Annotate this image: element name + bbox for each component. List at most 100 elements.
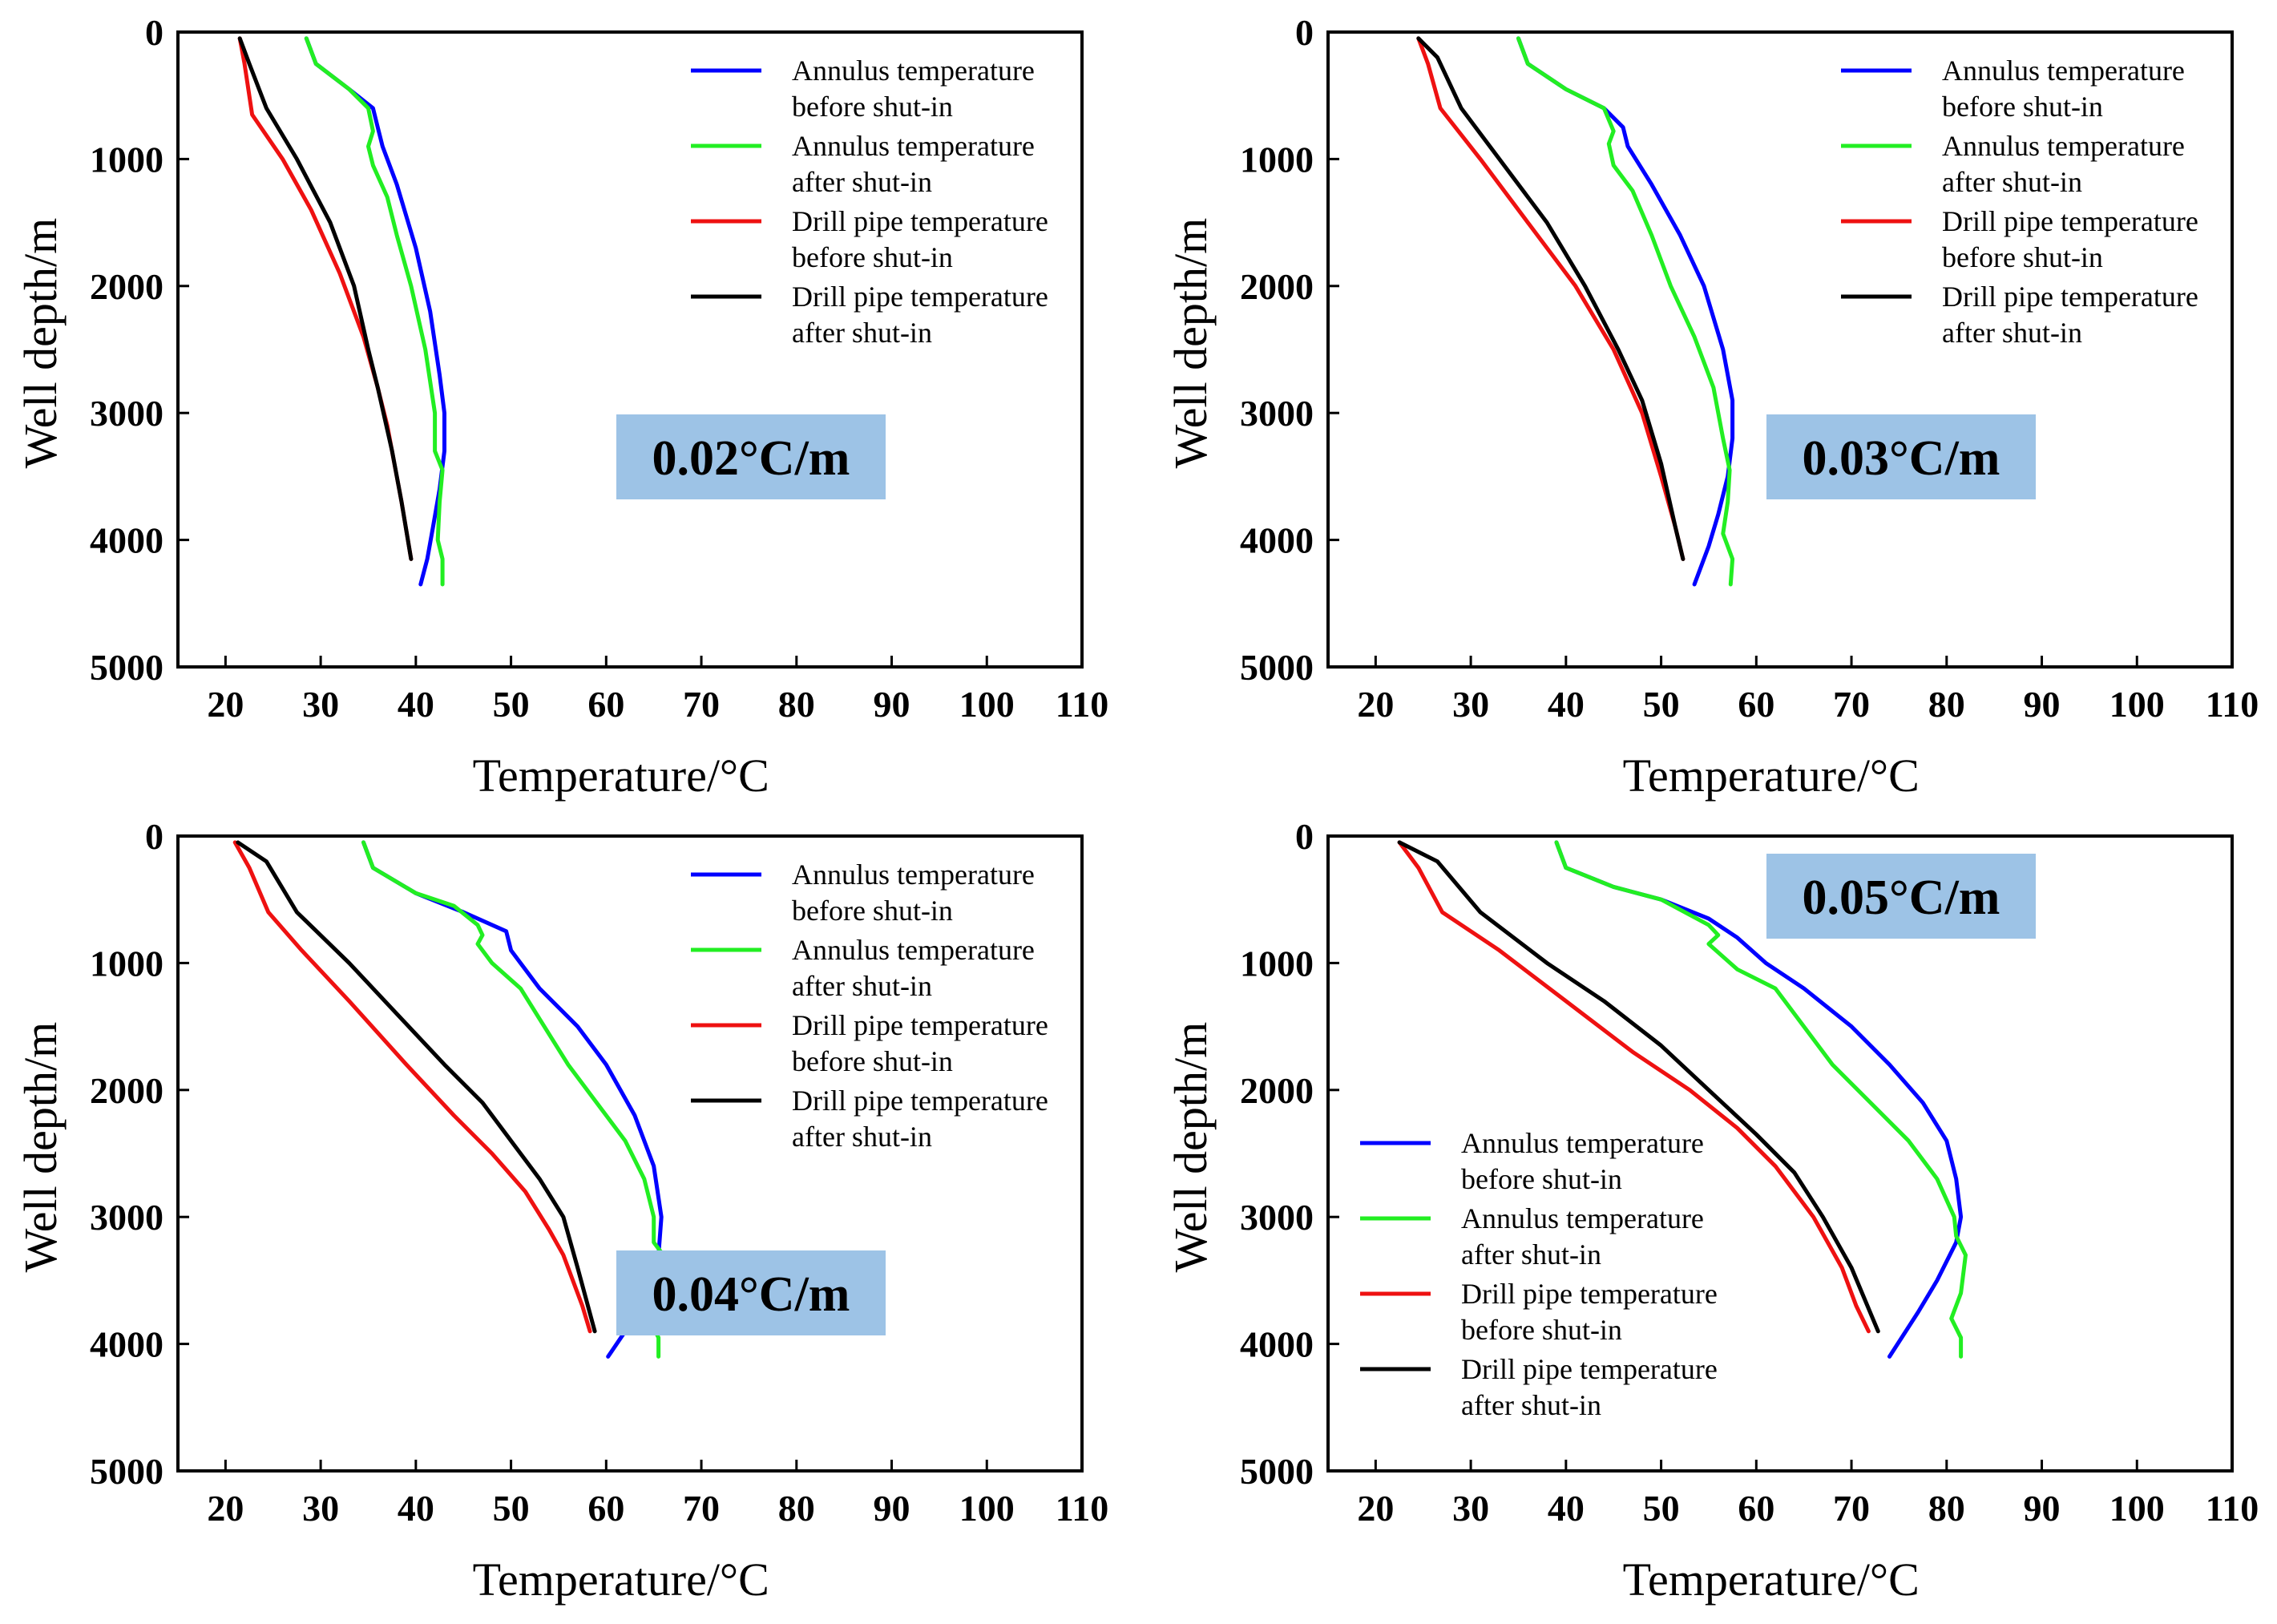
x-tick-label: 100 [2109,1488,2165,1529]
gradient-badge [1766,414,2036,499]
legend-label-line2: after shut-in [792,970,932,1002]
legend: Annulus temperature before shut-in Annulus… [691,858,1048,1153]
legend-label-line2: before shut-in [1942,91,2103,123]
x-tick-label: 30 [1452,684,1489,725]
y-tick-label: 4000 [90,520,164,561]
gradient-badge [1766,854,2036,939]
x-tick-label: 50 [1643,684,1680,725]
y-tick-label: 4000 [90,1324,164,1365]
series-line-drill_after [1416,36,1686,561]
x-tick-label: 20 [207,1488,244,1529]
y-tick-label: 2000 [90,266,164,307]
legend: Annulus temperature before shut-in Annulus… [691,55,1048,349]
y-tick-label: 1000 [1240,139,1314,180]
x-tick-label: 70 [683,1488,720,1529]
x-tick-label: 70 [1833,1488,1870,1529]
legend-label-line2: before shut-in [792,241,953,273]
x-axis-label: Temperature/°C [473,1553,769,1606]
legend: Annulus temperature before shut-in Annulus… [1841,55,2198,349]
legend-label-line2: after shut-in [792,1121,932,1153]
y-tick-label: 5000 [1240,647,1314,688]
x-tick-label: 90 [874,684,910,725]
x-tick-label: 90 [874,1488,910,1529]
plot-frame [176,30,1084,669]
x-tick-label: 70 [683,684,720,725]
y-tick-label: 5000 [90,647,164,688]
gradient-badge-label: 0.04°C/m [652,1267,850,1322]
x-tick-label: 50 [493,1488,530,1529]
y-tick-label: 3000 [90,393,164,434]
x-tick-label: 110 [1056,1488,1108,1529]
gradient-badge [616,414,886,499]
gradient-badge-label: 0.02°C/m [652,431,850,486]
series-line-drill_before [232,840,592,1334]
y-tick-label: 2000 [1240,266,1314,307]
x-tick-label: 80 [1928,1488,1965,1529]
x-tick-label: 70 [1833,684,1870,725]
x-tick-label: 20 [1357,1488,1394,1529]
gradient-badge-label: 0.05°C/m [1803,871,2000,925]
y-axis-label: Well depth/m [14,218,67,469]
y-tick-label: 3000 [1240,1197,1314,1238]
x-tick-label: 50 [1643,1488,1680,1529]
x-tick-label: 40 [1548,684,1585,725]
x-tick-label: 90 [2024,1488,2061,1529]
y-tick-label: 3000 [1240,393,1314,434]
panel-0.02: 20 30 40 50 60 70 80 90 100 110 0 1000 2000 3000 4000 5… [14,12,1108,802]
legend-label-line2: after shut-in [1942,317,2082,349]
legend-label-line1: Drill pipe temperature [792,1085,1048,1117]
x-tick-label: 80 [778,684,815,725]
panel-0.05: 20 30 40 50 60 70 80 90 100 110 0 1000 2000 3000 4000 5… [1165,816,2259,1606]
legend-label-line2: before shut-in [792,1045,953,1077]
x-tick-label: 60 [1738,1488,1774,1529]
legend-label-line2: before shut-in [1461,1163,1622,1195]
y-tick-label: 5000 [1240,1451,1314,1492]
series-line-drill_after [1397,840,1880,1334]
legend-label-line2: after shut-in [1461,1389,1601,1421]
x-tick-label: 80 [778,1488,815,1529]
legend-label-line1: Drill pipe temperature [1461,1353,1718,1385]
y-tick-label: 0 [145,816,164,857]
legend-label-line1: Annulus temperature [1461,1127,1704,1159]
legend-label-line1: Annulus temperature [792,55,1035,87]
x-tick-label: 110 [1056,684,1108,725]
y-axis-label: Well depth/m [1165,1022,1217,1273]
y-tick-label: 0 [145,12,164,53]
x-axis-label: Temperature/°C [1623,1553,1920,1606]
gradient-badge-label: 0.03°C/m [1803,431,2000,486]
legend-label-line2: after shut-in [792,317,932,349]
legend-label-line1: Annulus temperature [1942,55,2185,87]
series-line-annulus_before [304,36,446,587]
gradient-badge [616,1250,886,1335]
legend-label-line2: after shut-in [792,166,932,198]
y-tick-label: 1000 [90,139,164,180]
x-tick-label: 110 [2206,1488,2259,1529]
legend-label-line2: before shut-in [792,91,953,123]
y-axis-label: Well depth/m [14,1022,67,1273]
y-tick-label: 0 [1295,816,1314,857]
x-tick-label: 40 [1548,1488,1585,1529]
series-line-annulus_after [1554,840,1968,1359]
series-line-drill_before [1416,36,1686,561]
legend: Annulus temperature before shut-in Annulus… [1360,1127,1718,1421]
x-tick-label: 20 [1357,684,1394,725]
x-tick-label: 100 [959,1488,1015,1529]
x-tick-label: 20 [207,684,244,725]
legend-label-line1: Annulus temperature [792,934,1035,966]
legend-label-line2: after shut-in [1942,166,2082,198]
x-tick-label: 60 [587,1488,624,1529]
legend-label-line1: Drill pipe temperature [792,205,1048,237]
x-tick-label: 110 [2206,684,2259,725]
x-tick-label: 40 [398,1488,434,1529]
x-tick-label: 50 [493,684,530,725]
x-tick-label: 30 [302,684,339,725]
series-line-drill_after [236,840,597,1334]
y-tick-label: 1000 [90,943,164,984]
plot-frame [1326,30,2234,669]
x-tick-label: 100 [959,684,1015,725]
x-tick-label: 60 [587,684,624,725]
legend-label-line1: Drill pipe temperature [1461,1278,1718,1310]
y-tick-label: 1000 [1240,943,1314,984]
series-line-drill_before [1397,840,1871,1334]
